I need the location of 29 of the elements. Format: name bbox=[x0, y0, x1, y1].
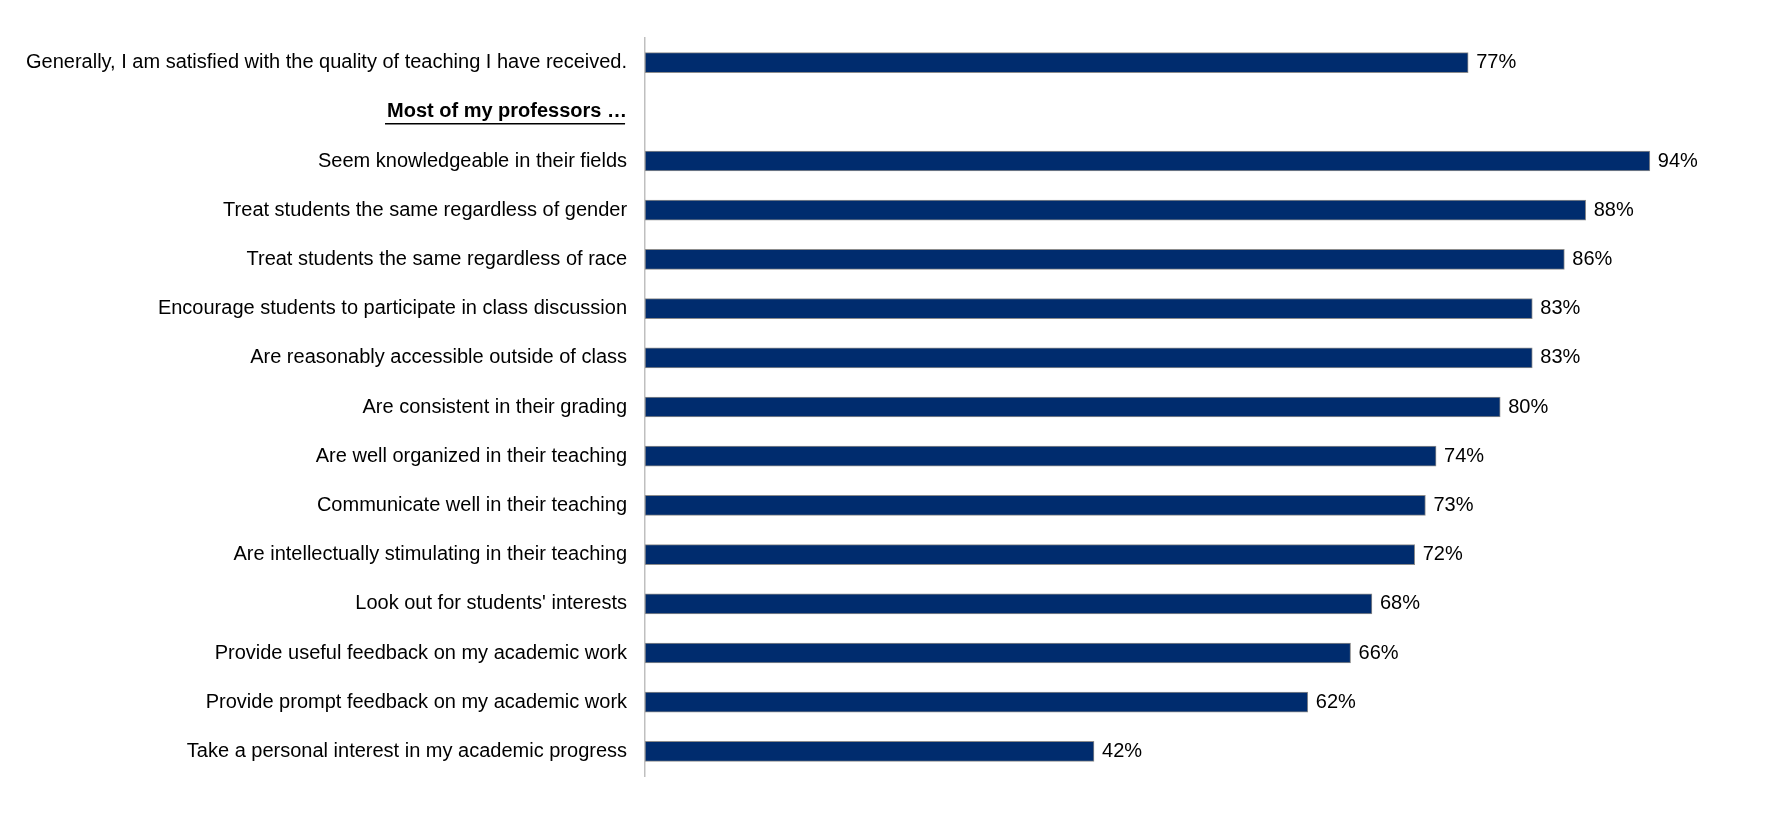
data-label: 73% bbox=[1433, 492, 1474, 515]
y-tick-label: Are reasonably accessible outside of class bbox=[250, 345, 628, 368]
y-tick-label: Seem knowledgeable in their fields bbox=[317, 148, 628, 171]
y-tick-label: Provide prompt feedback on my academic work bbox=[205, 689, 629, 712]
data-label: 88% bbox=[1593, 197, 1634, 220]
data-label: 83% bbox=[1540, 296, 1581, 319]
y-tick-label: Are consistent in their grading bbox=[362, 394, 628, 417]
data-label: 94% bbox=[1657, 148, 1699, 171]
y-tick-label: Provide useful feedback on my academic work bbox=[214, 640, 629, 663]
y-tick-label: Treat students the same regardless of race bbox=[246, 246, 628, 269]
y-tick-label: Treat students the same regardless of gender bbox=[223, 197, 628, 220]
data-label: 42% bbox=[1102, 738, 1143, 761]
data-label: 72% bbox=[1422, 542, 1463, 565]
y-tick-label: Are well organized in their teaching bbox=[315, 443, 628, 466]
data-label: 62% bbox=[1315, 689, 1357, 712]
data-label: 68% bbox=[1379, 591, 1421, 614]
data-label: 80% bbox=[1508, 394, 1549, 417]
y-tick-label: Take a personal interest in my academic progress bbox=[186, 738, 628, 761]
y-tick-label: Encourage students to participate in class discussion bbox=[157, 296, 628, 319]
data-label: 74% bbox=[1444, 443, 1485, 466]
data-label: 66% bbox=[1358, 640, 1399, 663]
y-tick-label: Look out for students' interests bbox=[355, 591, 628, 614]
data-label: 83% bbox=[1540, 345, 1581, 368]
y-tick-label: Most of my professors … bbox=[387, 99, 628, 122]
data-label: 86% bbox=[1572, 246, 1613, 269]
y-tick-label: Communicate well in their teaching bbox=[316, 492, 628, 515]
y-tick-label: Are intellectually stimulating in their teaching bbox=[233, 542, 628, 565]
data-label: 77% bbox=[1476, 50, 1517, 73]
y-tick-label: Generally, I am satisfied with the quality of teaching I have received. bbox=[25, 50, 628, 73]
